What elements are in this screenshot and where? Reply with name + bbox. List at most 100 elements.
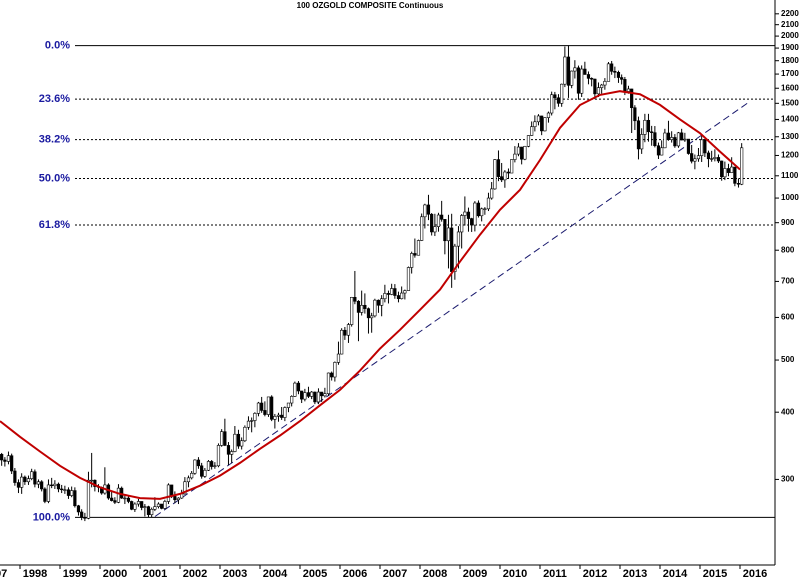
y-tick-label: 1800 — [781, 56, 799, 65]
candle-body — [533, 121, 537, 128]
y-tick-label: 900 — [781, 218, 795, 227]
candle-body — [373, 299, 377, 317]
x-tick-label: 2009 — [463, 568, 487, 580]
candle-body — [126, 497, 131, 502]
candle-body — [410, 253, 414, 268]
candle-body — [713, 157, 717, 159]
fib-label: 50.0% — [39, 172, 70, 184]
candle-body — [603, 81, 607, 86]
candle-body — [230, 451, 234, 455]
y-tick-label: 2200 — [781, 9, 799, 18]
candle-body — [340, 329, 344, 355]
candle-body — [436, 214, 441, 227]
y-tick-label: 1700 — [781, 69, 799, 78]
candle-body — [673, 137, 677, 147]
candle-body — [696, 155, 701, 160]
candle-body — [40, 481, 44, 490]
x-tick-label: 2004 — [263, 568, 288, 580]
candle-body — [16, 482, 21, 488]
candle-body — [363, 304, 367, 309]
x-tick-label: 2015 — [703, 568, 727, 580]
candle-body — [63, 489, 67, 491]
candle-body — [616, 71, 621, 78]
candle-body — [86, 479, 91, 519]
candle-body — [580, 68, 584, 94]
candle-body — [200, 465, 204, 477]
candle-body — [36, 481, 41, 485]
candle-body — [600, 84, 604, 88]
candle-body — [566, 56, 571, 86]
candle-body — [293, 382, 297, 397]
candle-body — [416, 240, 421, 256]
candle-body — [500, 176, 504, 181]
y-tick-label: 2100 — [781, 20, 799, 29]
candle-body — [166, 484, 171, 502]
candle-body — [710, 158, 714, 160]
candle-body — [666, 132, 671, 140]
candle-body — [226, 445, 231, 455]
candle-body — [143, 506, 147, 508]
x-tick-label: 2007 — [383, 568, 407, 580]
candle-body — [3, 459, 7, 462]
candle-body — [703, 139, 707, 154]
candle-body — [460, 215, 464, 233]
candle-body — [300, 390, 304, 400]
candle-body — [450, 227, 454, 272]
candle-body — [403, 290, 407, 294]
candle-body — [80, 511, 84, 518]
candle-body — [140, 501, 144, 508]
candle-body — [210, 461, 214, 467]
candle-body — [136, 501, 141, 505]
y-tick-label: 2000 — [781, 31, 799, 40]
x-tick-label: 2013 — [623, 568, 647, 580]
candle-body — [366, 308, 371, 319]
candle-body — [163, 501, 167, 509]
x-tick-label: 2003 — [223, 568, 247, 580]
candle-body — [576, 67, 581, 94]
candle-body — [423, 204, 427, 218]
candle-body — [106, 484, 111, 499]
x-tick-label: 2000 — [103, 568, 127, 580]
x-tick-label: 2006 — [343, 568, 367, 580]
candle-body — [400, 292, 404, 300]
candle-body — [160, 503, 164, 509]
candle-body — [480, 208, 484, 217]
candle-body — [270, 396, 274, 420]
candle-body — [433, 226, 437, 233]
candle-body — [653, 132, 657, 147]
candle-body — [83, 517, 87, 519]
candle-body — [150, 508, 154, 515]
x-tick-label: 2010 — [503, 568, 527, 580]
candle-body — [573, 67, 577, 72]
candle-body — [446, 227, 451, 242]
candle-body — [173, 496, 177, 501]
candle-body — [316, 391, 321, 403]
candle-body — [133, 503, 137, 510]
candle-body — [563, 56, 567, 85]
candle-body — [633, 107, 637, 122]
candle-body — [623, 79, 627, 92]
y-tick-label: 1400 — [781, 115, 799, 124]
candle-body — [50, 484, 54, 487]
fib-label: 23.6% — [39, 93, 70, 105]
candle-body — [203, 469, 207, 477]
candle-body — [720, 160, 724, 178]
candle-body — [356, 300, 361, 313]
candle-body — [330, 372, 334, 378]
y-tick-label: 800 — [781, 245, 795, 254]
candle-body — [730, 166, 734, 173]
candle-body — [253, 413, 257, 421]
candle-body — [10, 455, 14, 472]
candle-body — [263, 410, 267, 415]
candle-body — [146, 506, 151, 515]
candle-body — [33, 471, 37, 485]
candle-body — [686, 138, 691, 154]
candle-body — [156, 503, 161, 507]
y-tick-label: 1600 — [781, 83, 799, 92]
candle-body — [343, 329, 347, 336]
candle-body — [76, 505, 81, 513]
y-tick-label: 300 — [781, 475, 795, 484]
candle-body — [336, 353, 341, 363]
candle-body — [706, 152, 711, 160]
